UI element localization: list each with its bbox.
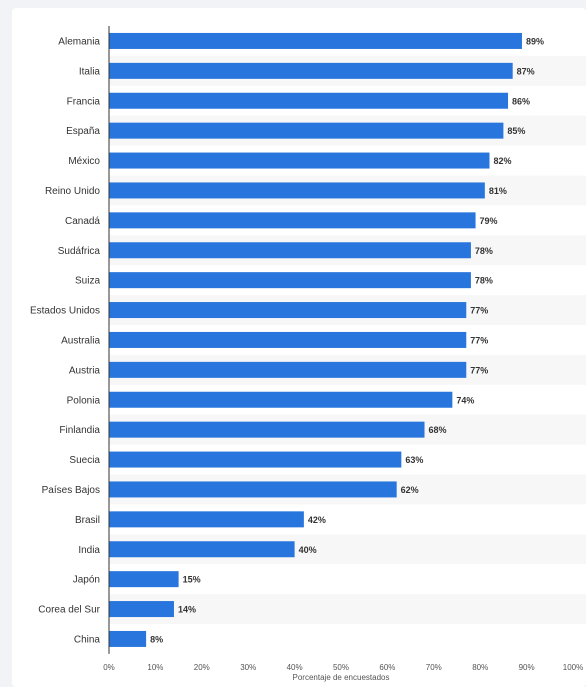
value-label: 89%: [526, 36, 544, 46]
bar-sudáfrica[interactable]: [109, 242, 471, 259]
category-label: India: [78, 545, 100, 556]
value-label: 81%: [489, 186, 507, 196]
value-label: 77%: [470, 335, 488, 345]
bar-japón[interactable]: [109, 571, 179, 588]
x-tick-label: 80%: [472, 663, 488, 672]
value-label: 74%: [456, 395, 474, 405]
bar-españa[interactable]: [109, 122, 504, 139]
bar-estados-unidos[interactable]: [109, 302, 467, 319]
bar-italia[interactable]: [109, 62, 513, 79]
value-label: 62%: [401, 485, 419, 495]
x-tick-label: 40%: [287, 663, 303, 672]
bar-reino-unido[interactable]: [109, 182, 485, 199]
category-label: Australia: [61, 335, 100, 346]
category-labels: Alemania Italia Francia España México Reino U…: [30, 36, 101, 645]
x-tick-label: 70%: [426, 663, 442, 672]
bar-polonia[interactable]: [109, 391, 453, 408]
x-tick-label: 90%: [519, 663, 535, 672]
value-label: 77%: [470, 306, 488, 316]
x-tick-label: 50%: [333, 663, 349, 672]
category-label: Japón: [73, 575, 100, 586]
x-axis-title: Porcentaje de encuestados: [293, 673, 390, 682]
value-label: 15%: [183, 575, 201, 585]
bar-corea-del-sur[interactable]: [109, 601, 174, 618]
category-label: Reino Unido: [45, 186, 100, 197]
bar-francia[interactable]: [109, 92, 509, 109]
category-label: Corea del Sur: [38, 605, 100, 616]
value-label: 85%: [507, 126, 525, 136]
category-label: Francia: [67, 96, 101, 107]
x-tick-label: 0%: [103, 663, 115, 672]
category-label: Alemania: [58, 36, 100, 47]
bar-suiza[interactable]: [109, 272, 471, 289]
category-label: Suiza: [75, 276, 100, 287]
category-label: México: [68, 156, 100, 167]
chart-card: Alemania Italia Francia España México Reino U…: [12, 8, 586, 687]
x-tick-label: 10%: [147, 663, 163, 672]
category-label: España: [66, 126, 100, 137]
category-label: Finlandia: [59, 425, 100, 436]
category-label: Polonia: [67, 395, 101, 406]
category-label: Italia: [79, 66, 101, 77]
value-label: 78%: [475, 276, 493, 286]
x-tick-label: 60%: [379, 663, 395, 672]
category-label: Países Bajos: [42, 485, 100, 496]
value-label: 68%: [429, 425, 447, 435]
bar-países-bajos[interactable]: [109, 481, 397, 498]
value-label: 77%: [470, 365, 488, 375]
category-label: Austria: [69, 365, 101, 376]
value-label: 82%: [493, 156, 511, 166]
x-tick-labels: 0% 10% 20% 30% 40% 50% 60% 70% 80% 90% 100%: [103, 663, 583, 672]
bar-china[interactable]: [109, 630, 147, 647]
bar-brasil[interactable]: [109, 511, 304, 528]
bar-canadá[interactable]: [109, 212, 476, 229]
value-labels: 89% 87% 86% 85% 82% 81% 79% 78% 78% 77% 77% 77% 74% 6…: [150, 36, 544, 644]
value-label: 87%: [517, 66, 535, 76]
value-label: 14%: [178, 605, 196, 615]
bar-austria[interactable]: [109, 361, 467, 378]
row-stripe: [109, 594, 586, 624]
x-tick-label: 20%: [194, 663, 210, 672]
category-label: Suecia: [69, 455, 100, 466]
bar-australia[interactable]: [109, 331, 467, 348]
bar-india[interactable]: [109, 541, 295, 558]
category-label: Brasil: [75, 515, 100, 526]
bar-finlandia[interactable]: [109, 421, 425, 438]
bar-méxico[interactable]: [109, 152, 490, 169]
x-tick-label: 30%: [240, 663, 256, 672]
value-label: 8%: [150, 634, 163, 644]
bar-chart: Alemania Italia Francia España México Reino U…: [30, 26, 586, 682]
value-label: 86%: [512, 96, 530, 106]
bar-alemania[interactable]: [109, 32, 522, 49]
bars: [109, 32, 522, 647]
value-label: 40%: [299, 545, 317, 555]
category-label: Sudáfrica: [58, 246, 101, 257]
category-label: China: [74, 634, 101, 645]
value-label: 79%: [480, 216, 498, 226]
bar-suecia[interactable]: [109, 451, 402, 468]
category-label: Estados Unidos: [30, 306, 100, 317]
category-label: Canadá: [65, 216, 100, 227]
value-label: 42%: [308, 515, 326, 525]
value-label: 78%: [475, 246, 493, 256]
value-label: 63%: [405, 455, 423, 465]
x-tick-label: 100%: [563, 663, 583, 672]
